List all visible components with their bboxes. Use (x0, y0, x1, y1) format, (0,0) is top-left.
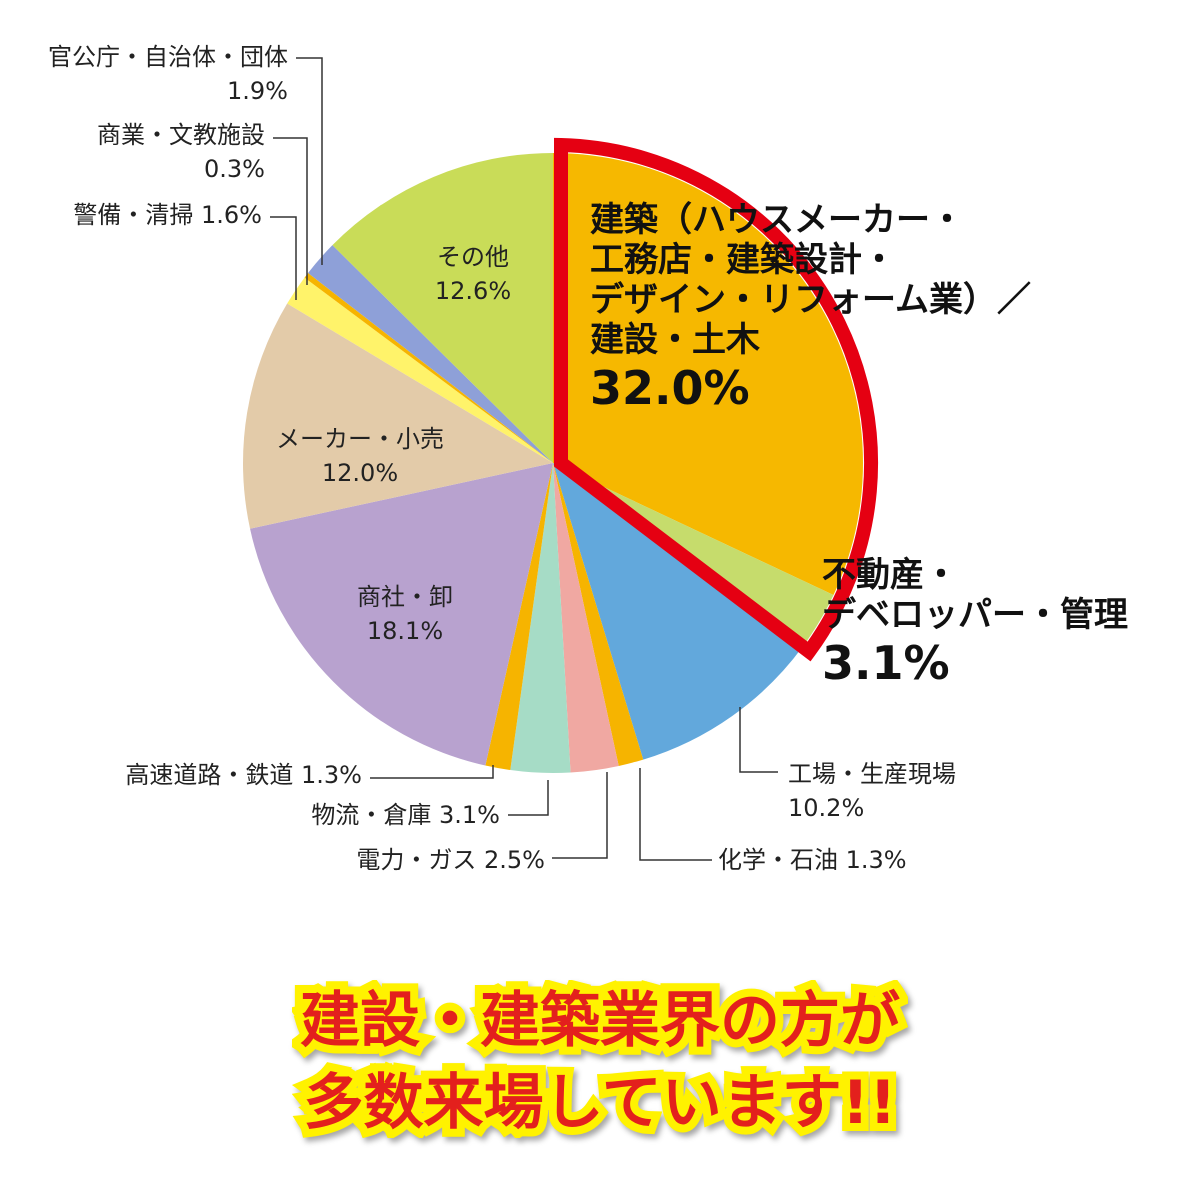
pie-slice (308, 245, 553, 463)
value-label: 1.3% (845, 846, 907, 874)
category-label: 官公庁・自治体・団体 (48, 43, 288, 71)
leader-line (508, 780, 549, 816)
leader-line (739, 707, 778, 773)
leader-line (552, 772, 608, 859)
value-label: 32.0% (590, 361, 750, 415)
value-label: 3.1% (822, 636, 950, 690)
leader-line (639, 768, 712, 861)
data-label: 不動産・ デベロッパー・管理 3.1% (822, 555, 1128, 691)
category-label: 工場・生産現場 (788, 760, 956, 788)
pie-slice (553, 153, 864, 595)
data-label: 建築（ハウスメーカー・ 工務店・建築設計・ デザイン・リフォーム業）／ 建設・土… (590, 200, 1031, 416)
value-label: 3.1% (439, 801, 500, 829)
pie-slice (553, 463, 803, 760)
value-label: 12.6% (434, 277, 512, 305)
data-label: その他 12.6% (323, 240, 623, 308)
pie-slice (553, 463, 619, 773)
data-label: 官公庁・自治体・団体 1.9% (48, 40, 288, 108)
highlight-outline (554, 137, 879, 662)
value-label: 1.9% (227, 77, 288, 105)
pie-slice (287, 277, 553, 463)
category-label: その他 (437, 243, 509, 271)
leader-line (370, 765, 494, 779)
category-label: 物流・倉庫 (311, 801, 432, 829)
data-label: 物流・倉庫 3.1% (311, 798, 500, 832)
value-label: 0.3% (204, 155, 265, 183)
data-label: 警備・清掃 1.6% (73, 198, 262, 232)
pie-slice (332, 153, 553, 463)
data-label: 高速道路・鉄道 1.3% (125, 758, 362, 792)
value-label: 2.5% (484, 846, 545, 874)
data-label: 化学・石油 1.3% (718, 843, 907, 877)
banner: 建設・建築業界の方が 多数来場しています!! (292, 978, 908, 1146)
category-label: 建築（ハウスメーカー・ 工務店・建築設計・ デザイン・リフォーム業）／ 建設・土… (590, 200, 1031, 360)
pie-slice (304, 272, 553, 463)
category-label: 電力・ガス (356, 846, 477, 874)
data-label: 商社・卸 18.1% (255, 580, 555, 648)
leader-line (273, 137, 308, 285)
value-label: 18.1% (366, 617, 444, 645)
pie-slice (553, 463, 644, 766)
data-label: 工場・生産現場 10.2% (788, 757, 956, 825)
leader-line (270, 216, 297, 300)
pie-slice (242, 303, 553, 529)
category-label: 化学・石油 (718, 846, 838, 874)
pie-slice (510, 463, 571, 773)
data-label: 電力・ガス 2.5% (356, 843, 545, 877)
value-label: 12.0% (321, 459, 399, 487)
data-label: メーカー・小売 12.0% (210, 422, 510, 490)
category-label: 不動産・ デベロッパー・管理 (822, 555, 1128, 635)
category-label: 商社・卸 (357, 583, 453, 611)
category-label: 高速道路・鉄道 (125, 761, 294, 789)
category-label: メーカー・小売 (276, 425, 444, 453)
data-label: 商業・文教施設 0.3% (97, 118, 265, 186)
pie-slice (485, 463, 553, 771)
value-label: 10.2% (788, 794, 865, 822)
category-label: 商業・文教施設 (97, 121, 265, 149)
category-label: 警備・清掃 (73, 201, 194, 229)
value-label: 1.3% (301, 761, 362, 789)
value-label: 1.6% (201, 201, 262, 229)
leader-line (296, 57, 323, 265)
pie-slice (250, 463, 553, 766)
